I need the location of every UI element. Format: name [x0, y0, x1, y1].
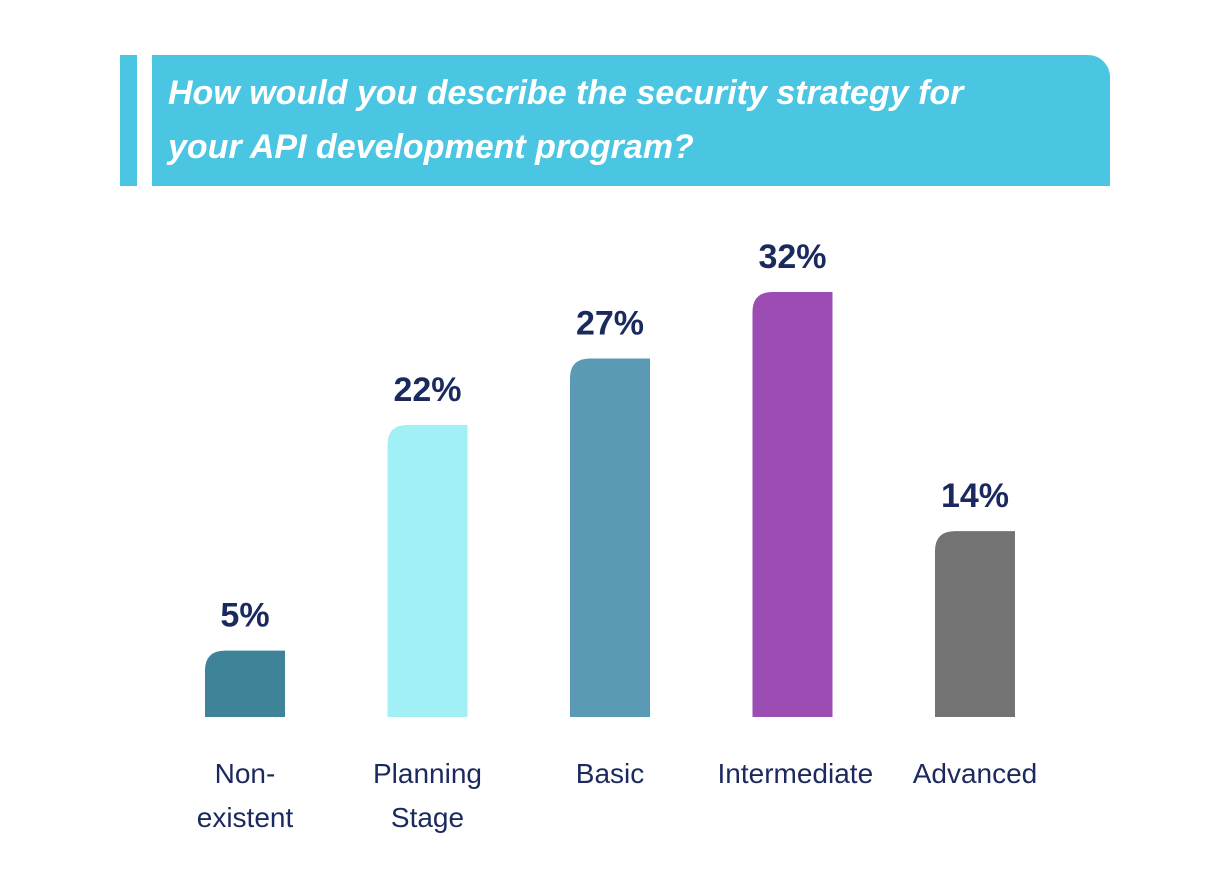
title-accent	[120, 55, 137, 186]
bar	[752, 292, 833, 717]
bar	[570, 358, 650, 717]
value-label: 27%	[576, 304, 644, 342]
title-banner	[152, 55, 1110, 186]
bar	[387, 424, 468, 717]
x-tick-label: Advanced	[912, 758, 1038, 789]
value-label: 14%	[941, 477, 1009, 515]
x-tick-label: Non-existent	[196, 758, 294, 833]
value-label: 5%	[220, 597, 269, 635]
x-tick-label: Basic	[575, 758, 645, 789]
value-label: 22%	[393, 371, 461, 409]
x-tick-label: Planning Stage	[373, 758, 482, 833]
bar	[935, 531, 1015, 717]
bar	[205, 650, 285, 717]
value-label: 32%	[758, 238, 826, 276]
chart-title: How would you describe the security stra…	[168, 74, 964, 166]
x-tick-label: Intermediate	[717, 758, 874, 789]
